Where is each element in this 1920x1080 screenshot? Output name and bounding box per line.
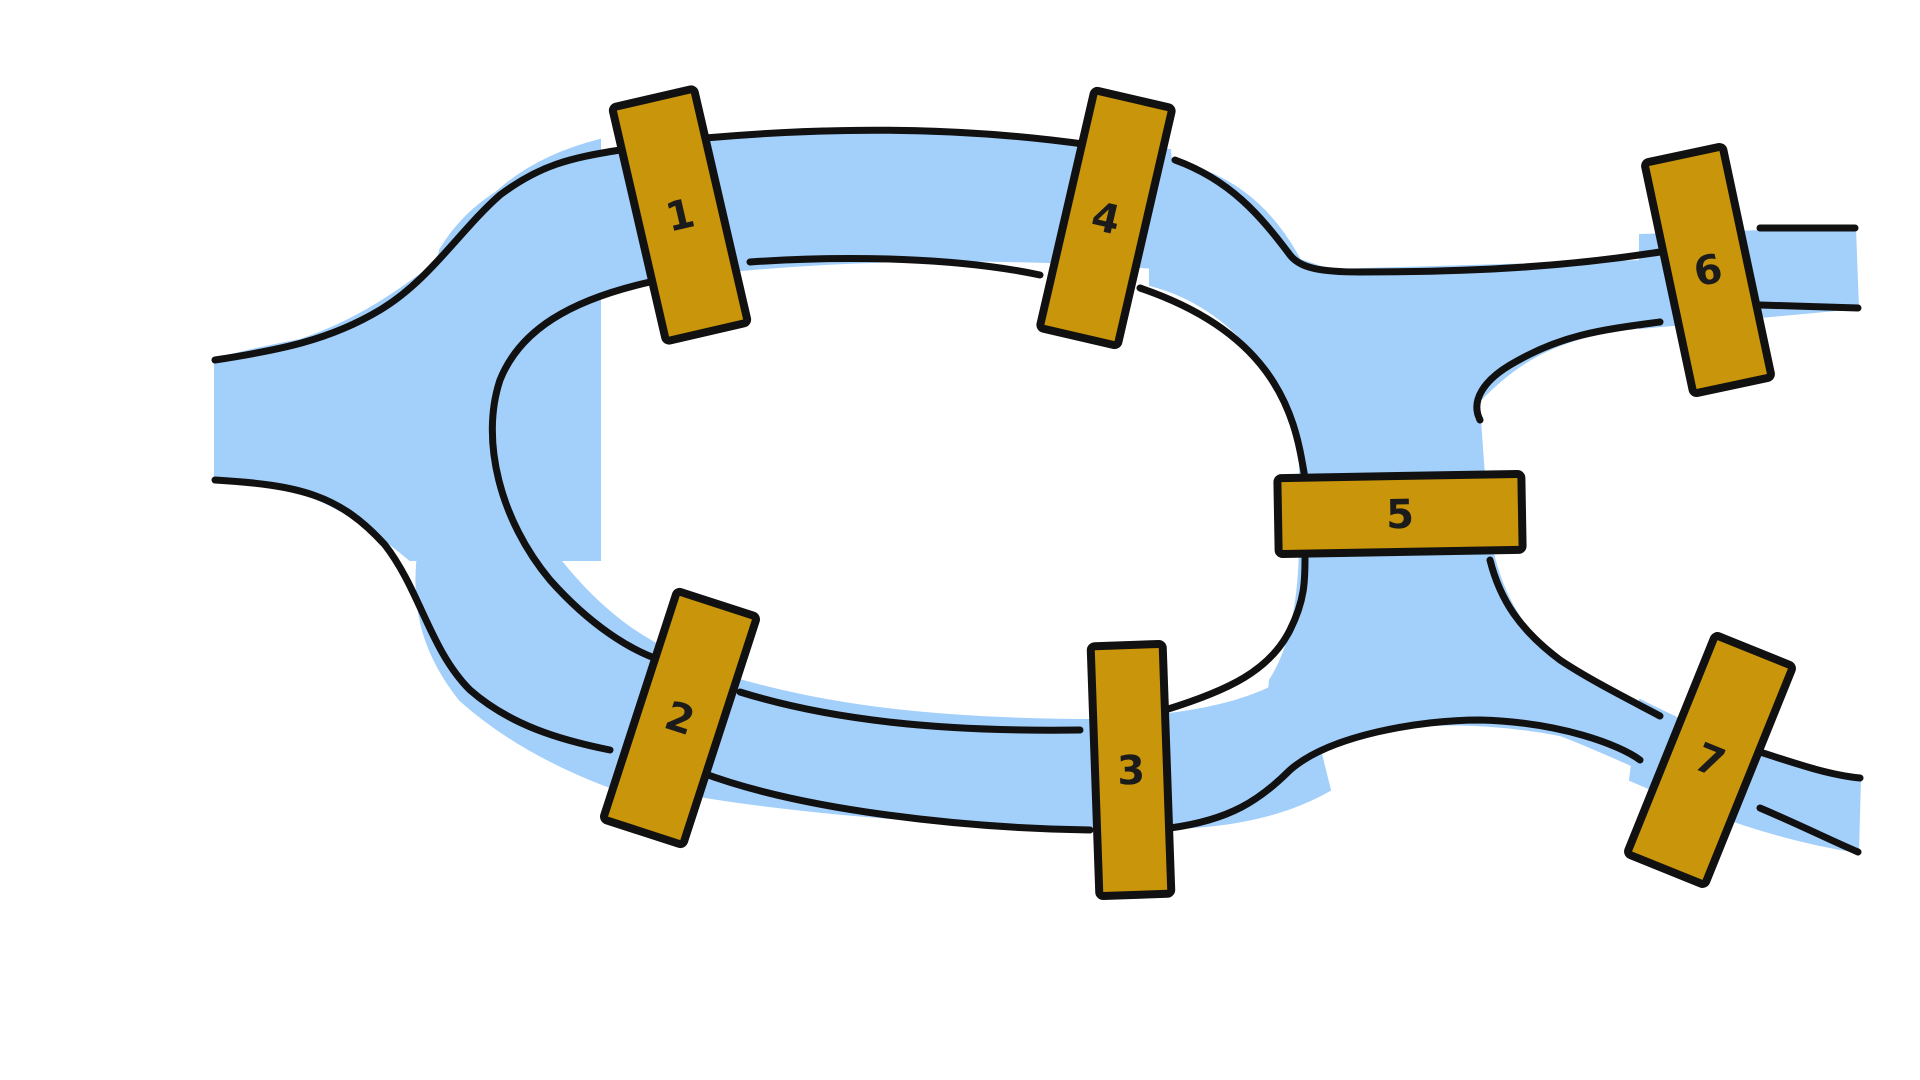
bridge-4: 4 [1036, 86, 1176, 350]
bridge-2-deck [600, 587, 760, 849]
bridge-6-deck [1641, 143, 1775, 397]
bridge-3-deck [1086, 639, 1176, 901]
river-lower-channel [638, 648, 1332, 830]
bank-outer-north [701, 126, 1094, 149]
bank-outer-southeast [1166, 716, 1644, 832]
bank-inner-island-lower-right [1161, 554, 1309, 714]
bank-inner-island-right [1136, 284, 1309, 482]
bridge-5-deck [1273, 469, 1527, 559]
bridge-7-deck [1624, 632, 1796, 888]
bridge-4-deck [1036, 86, 1176, 350]
bank-east-upper-inner-end [1756, 301, 1862, 312]
bridge-2: 2 [600, 587, 760, 849]
bridge-5: 5 [1273, 469, 1527, 559]
bank-outer-northwest [211, 146, 624, 364]
bridge-6: 6 [1641, 143, 1775, 397]
bank-outer-southwest [211, 476, 614, 754]
bridge-3: 3 [1086, 639, 1176, 901]
bank-inner-island-top [746, 254, 1044, 279]
bridge-7: 7 [1624, 632, 1796, 888]
bridge-1: 1 [608, 85, 752, 345]
bank-east-lower-inner [1486, 556, 1664, 720]
bank-outer-south [696, 768, 1094, 834]
bank-outer-northeast [1171, 156, 1664, 276]
bank-inner-island [488, 278, 664, 664]
bridge-1-deck [608, 85, 752, 345]
bank-east-lower-inner-end [1756, 748, 1864, 782]
bank-east-upper-inner [1473, 318, 1664, 424]
bridge-5-label: 5 [1386, 492, 1415, 538]
bridge-3-label: 3 [1116, 748, 1145, 795]
bank-inner-island-bottom [736, 688, 1084, 734]
bank-outer-east-bottom [1756, 804, 1862, 856]
bridges: 1 2 3 4 5 6 7 [600, 85, 1796, 901]
river-banks [211, 126, 1864, 856]
